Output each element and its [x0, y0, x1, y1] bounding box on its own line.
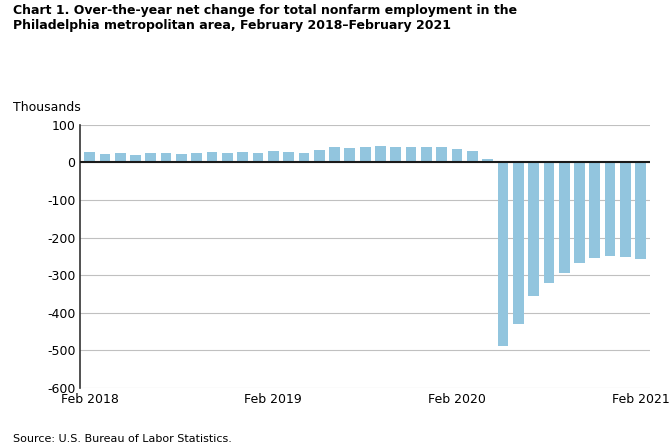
Bar [620, 162, 630, 257]
Bar [635, 162, 646, 260]
Bar [84, 152, 95, 162]
Bar [605, 162, 616, 256]
Bar [268, 151, 279, 162]
Bar [253, 153, 263, 162]
Bar [192, 153, 202, 162]
Bar [436, 148, 447, 162]
Bar [344, 148, 355, 162]
Bar [391, 147, 401, 162]
Bar [513, 162, 523, 324]
Bar [528, 162, 539, 296]
Bar [145, 153, 156, 162]
Bar [176, 154, 187, 162]
Bar [375, 146, 386, 162]
Bar [406, 148, 417, 162]
Bar [574, 162, 585, 263]
Bar [452, 149, 462, 162]
Bar [467, 151, 478, 162]
Bar [421, 147, 431, 162]
Bar [222, 153, 232, 162]
Text: Chart 1. Over-the-year net change for total nonfarm employment in the
Philadelph: Chart 1. Over-the-year net change for to… [13, 4, 517, 33]
Text: Source: U.S. Bureau of Labor Statistics.: Source: U.S. Bureau of Labor Statistics. [13, 434, 232, 444]
Bar [329, 148, 340, 162]
Bar [237, 152, 248, 162]
Bar [482, 160, 493, 162]
Bar [283, 152, 294, 162]
Bar [100, 154, 111, 162]
Bar [590, 162, 600, 258]
Bar [161, 153, 172, 162]
Bar [314, 150, 324, 162]
Bar [115, 153, 125, 162]
Bar [207, 152, 218, 162]
Bar [543, 162, 554, 283]
Bar [498, 162, 509, 346]
Text: Thousands: Thousands [13, 101, 81, 114]
Bar [130, 155, 141, 162]
Bar [360, 148, 371, 162]
Bar [299, 153, 310, 162]
Bar [559, 162, 570, 273]
